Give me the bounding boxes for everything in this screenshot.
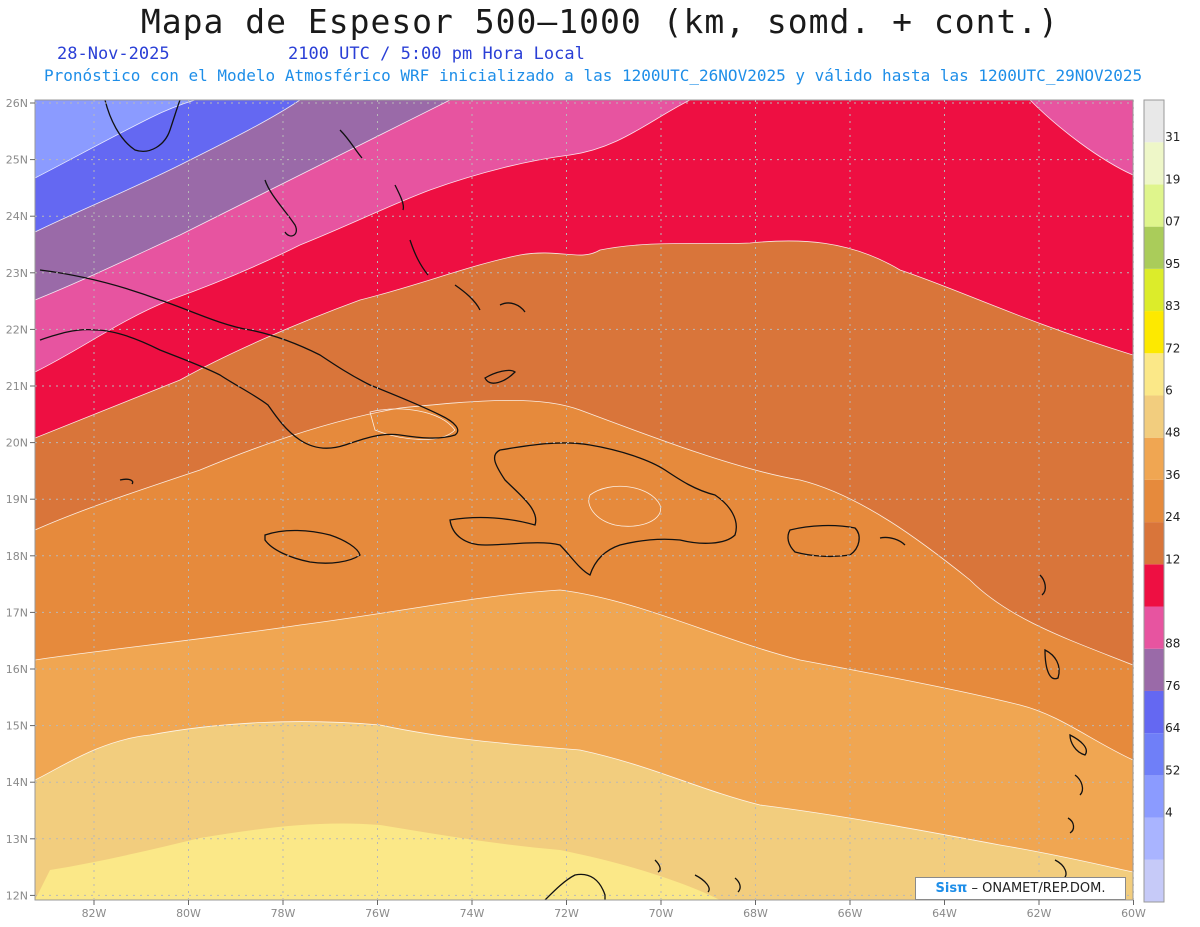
coast-antilles-1 xyxy=(1039,574,1046,596)
lat-label: 25N xyxy=(6,154,28,167)
colorbar-segment xyxy=(1144,142,1164,185)
map-fill-layers xyxy=(35,100,1133,900)
lon-label: 82W xyxy=(82,907,107,920)
lat-label: 13N xyxy=(6,833,28,846)
latitude-labels: 26N 25N 24N 23N 22N 21N 20N 19N 18N 17N 16N 15N 14N 1… xyxy=(6,97,35,902)
lat-label: 23N xyxy=(6,267,28,280)
colorbar-segment xyxy=(1144,184,1164,227)
colorbar-segment xyxy=(1144,564,1164,607)
lat-label: 21N xyxy=(6,380,28,393)
colorbar-segment xyxy=(1144,226,1164,269)
coast-curacao xyxy=(694,874,710,893)
lat-label: 17N xyxy=(6,606,28,619)
coast-virgin-is xyxy=(879,536,906,546)
coast-antilles-4 xyxy=(1074,774,1084,796)
lon-label: 60W xyxy=(1121,907,1146,920)
lat-label: 12N xyxy=(6,889,28,902)
coast-antilles-2 xyxy=(1044,648,1060,680)
lon-label: 74W xyxy=(460,907,485,920)
coast-bahamas-3 xyxy=(394,184,405,211)
colorbar-segment xyxy=(1144,311,1164,354)
lat-label: 24N xyxy=(6,210,28,223)
lat-label: 16N xyxy=(6,663,28,676)
colorbar-frame xyxy=(1143,99,1165,903)
longitude-labels: 82W 80W 78W 76W 74W 72W 70W 68W 66W 64W 62W 60W xyxy=(82,900,1146,920)
colorbar-segment xyxy=(1144,479,1164,523)
coast-turks xyxy=(499,302,526,313)
coast-isla-2 xyxy=(119,478,134,485)
colorbar-segment xyxy=(1144,775,1164,818)
colorbar-segment xyxy=(1144,100,1164,143)
lat-label: 22N xyxy=(6,323,28,336)
coast-venezuela xyxy=(544,873,606,900)
colorbar-segment xyxy=(1144,648,1164,691)
coast-bahamas-2 xyxy=(339,129,363,159)
lat-label: 14N xyxy=(6,776,28,789)
colorbar-segment xyxy=(1144,437,1164,480)
forecast-date: 28-Nov-2025 xyxy=(57,44,170,64)
coastlines xyxy=(39,100,1087,900)
colorbar-segment xyxy=(1144,606,1164,649)
map-title: Mapa de Espesor 500—1000 (km, somd. + co… xyxy=(140,2,1060,41)
coast-florida xyxy=(104,100,181,152)
forecast-time: 2100 UTC / 5:00 pm Hora Local xyxy=(288,44,585,64)
band-5772 xyxy=(35,823,720,900)
coast-aruba xyxy=(654,859,661,873)
lat-label: 20N xyxy=(6,437,28,450)
colorbar-segment xyxy=(1144,268,1164,312)
coast-bahamas-5 xyxy=(454,284,481,311)
band-5664 xyxy=(35,100,195,178)
coast-antilles-3 xyxy=(1069,733,1087,756)
coast-isla-1 xyxy=(484,369,516,384)
coast-cuba xyxy=(39,269,459,449)
credit-brand: Sisπ xyxy=(935,881,968,896)
colorbar-segment xyxy=(1144,522,1164,565)
lon-label: 66W xyxy=(838,907,863,920)
coast-bahamas-1 xyxy=(264,179,297,237)
coast-puerto-rico xyxy=(787,524,860,558)
credit-text: – ONAMET/REP.DOM. xyxy=(967,881,1106,896)
gridlines xyxy=(35,100,1134,900)
lat-label: 26N xyxy=(6,97,28,110)
model-info: Pronóstico con el Modelo Atmosférico WRF… xyxy=(44,66,1143,85)
colorbar-segment xyxy=(1144,733,1164,776)
lon-label: 64W xyxy=(932,907,957,920)
coast-bahamas-4 xyxy=(409,239,429,276)
lon-label: 68W xyxy=(743,907,768,920)
colorbar-segment xyxy=(1144,859,1164,902)
contour-lines xyxy=(35,100,1133,873)
colorbar-segment xyxy=(1144,690,1164,734)
coast-bonaire xyxy=(734,877,741,893)
colorbar-segment xyxy=(1144,817,1164,860)
lon-label: 70W xyxy=(649,907,674,920)
lon-label: 72W xyxy=(554,907,579,920)
coast-antilles-5 xyxy=(1067,817,1075,834)
lon-label: 78W xyxy=(271,907,296,920)
credit-box: Sisπ – ONAMET/REP.DOM. xyxy=(915,877,1126,900)
lat-label: 18N xyxy=(6,550,28,563)
coast-hispaniola xyxy=(449,442,737,576)
colorbar: 5.645.6525.6645.6765.6885.75.7125.7245.7… xyxy=(1143,99,1180,903)
colorbar-segment xyxy=(1144,353,1164,396)
colorbar-segment xyxy=(1144,395,1164,438)
lon-label: 62W xyxy=(1027,907,1052,920)
lat-label: 15N xyxy=(6,720,28,733)
lon-label: 80W xyxy=(176,907,201,920)
lon-label: 76W xyxy=(365,907,390,920)
lat-label: 19N xyxy=(6,493,28,506)
